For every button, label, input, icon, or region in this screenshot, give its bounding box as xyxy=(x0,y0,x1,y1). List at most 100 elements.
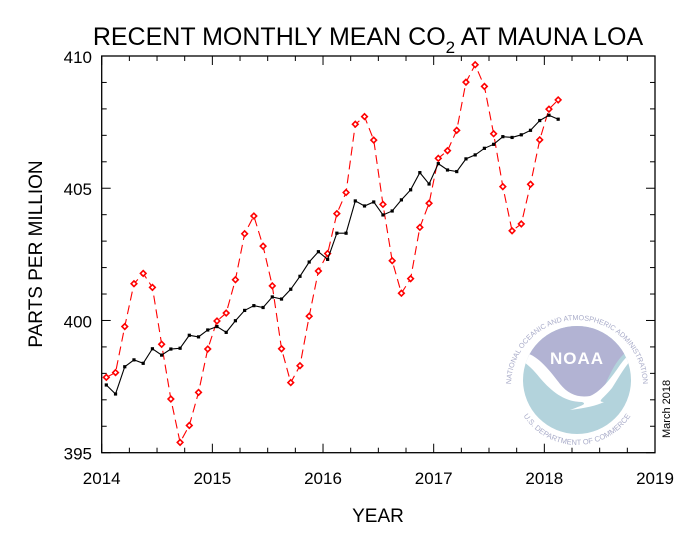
y-tick-label: 395 xyxy=(64,445,92,464)
data-point xyxy=(362,204,367,208)
y-tick-label: 400 xyxy=(64,312,92,331)
data-point xyxy=(418,171,422,175)
data-point xyxy=(342,188,351,197)
black-trend-series xyxy=(104,113,560,396)
data-point xyxy=(104,383,108,387)
data-point xyxy=(510,135,514,140)
data-point xyxy=(326,257,330,261)
data-point xyxy=(369,136,378,145)
data-point xyxy=(406,274,415,283)
data-point xyxy=(388,256,397,265)
data-point xyxy=(399,198,404,202)
noaa-logo: NOAA NATIONAL OCEANIC AND ATMOSPHERIC AD… xyxy=(504,313,650,447)
date-stamp: March 2018 xyxy=(661,380,673,438)
data-point xyxy=(526,180,535,189)
y-tick-label: 410 xyxy=(64,48,92,67)
data-point xyxy=(498,182,507,191)
data-point xyxy=(148,283,157,292)
data-point xyxy=(489,129,498,138)
data-point xyxy=(243,308,247,313)
data-point xyxy=(286,378,295,387)
data-point xyxy=(547,113,551,117)
series-line xyxy=(106,63,559,444)
data-point xyxy=(231,275,240,284)
data-point xyxy=(139,269,148,278)
data-point xyxy=(314,267,323,275)
data-point xyxy=(277,344,286,353)
data-point xyxy=(427,182,431,186)
data-point xyxy=(132,358,136,362)
data-point xyxy=(123,365,127,369)
data-point xyxy=(390,209,394,213)
data-point xyxy=(176,438,185,447)
data-point xyxy=(436,162,440,166)
data-point xyxy=(160,353,164,357)
data-point xyxy=(222,309,231,317)
series-group xyxy=(102,60,563,447)
y-axis-label: PARTS PER MILLION xyxy=(26,160,47,347)
data-point xyxy=(554,95,563,104)
data-point xyxy=(130,279,138,288)
data-point xyxy=(351,120,360,129)
data-point xyxy=(455,169,459,174)
data-point xyxy=(556,117,560,121)
data-point xyxy=(415,223,424,232)
data-point xyxy=(517,220,526,228)
data-point xyxy=(332,209,341,218)
series-line xyxy=(105,114,559,395)
data-point xyxy=(492,142,496,146)
data-point xyxy=(249,212,258,220)
data-point xyxy=(471,60,480,69)
data-point xyxy=(196,335,201,339)
data-point xyxy=(259,242,268,251)
x-tick-label: 2015 xyxy=(193,469,231,488)
data-point xyxy=(508,226,516,235)
data-point xyxy=(445,168,450,172)
data-point xyxy=(268,281,277,290)
data-point xyxy=(120,322,129,331)
data-point xyxy=(150,347,155,351)
data-point xyxy=(187,333,191,337)
data-point xyxy=(519,133,523,137)
data-point xyxy=(279,297,284,301)
data-point xyxy=(528,128,533,132)
data-point xyxy=(261,305,265,310)
data-point xyxy=(482,146,486,150)
data-point xyxy=(157,340,166,349)
data-point xyxy=(307,260,311,264)
data-point xyxy=(111,368,120,377)
y-tick-label: 405 xyxy=(64,180,92,199)
data-point xyxy=(305,312,314,321)
data-point xyxy=(178,346,182,350)
data-point xyxy=(203,345,212,353)
data-point xyxy=(443,146,452,155)
x-tick-label: 2019 xyxy=(636,469,674,488)
data-point xyxy=(434,154,443,163)
data-point xyxy=(298,274,302,278)
data-point xyxy=(409,188,413,192)
data-point xyxy=(344,231,348,235)
data-point xyxy=(194,388,203,397)
data-point xyxy=(213,317,221,325)
x-axis-label: YEAR xyxy=(352,506,404,527)
logo-wordmark: NOAA xyxy=(550,349,604,368)
data-point xyxy=(316,250,321,254)
data-point xyxy=(185,421,194,430)
data-point xyxy=(224,330,228,334)
data-point xyxy=(545,105,553,114)
data-point xyxy=(501,135,505,139)
data-point xyxy=(360,112,369,121)
axis-ticks xyxy=(101,55,656,454)
y-tick-labels: 395 400 405 410 xyxy=(64,48,92,464)
data-point xyxy=(425,199,434,208)
data-point xyxy=(102,373,111,382)
x-tick-label: 2017 xyxy=(415,469,453,488)
data-point xyxy=(535,135,544,144)
data-point xyxy=(141,361,145,365)
seagull-icon xyxy=(523,345,631,410)
data-point xyxy=(381,213,385,217)
data-point xyxy=(353,199,357,203)
data-point xyxy=(206,328,210,332)
data-point xyxy=(462,78,470,87)
